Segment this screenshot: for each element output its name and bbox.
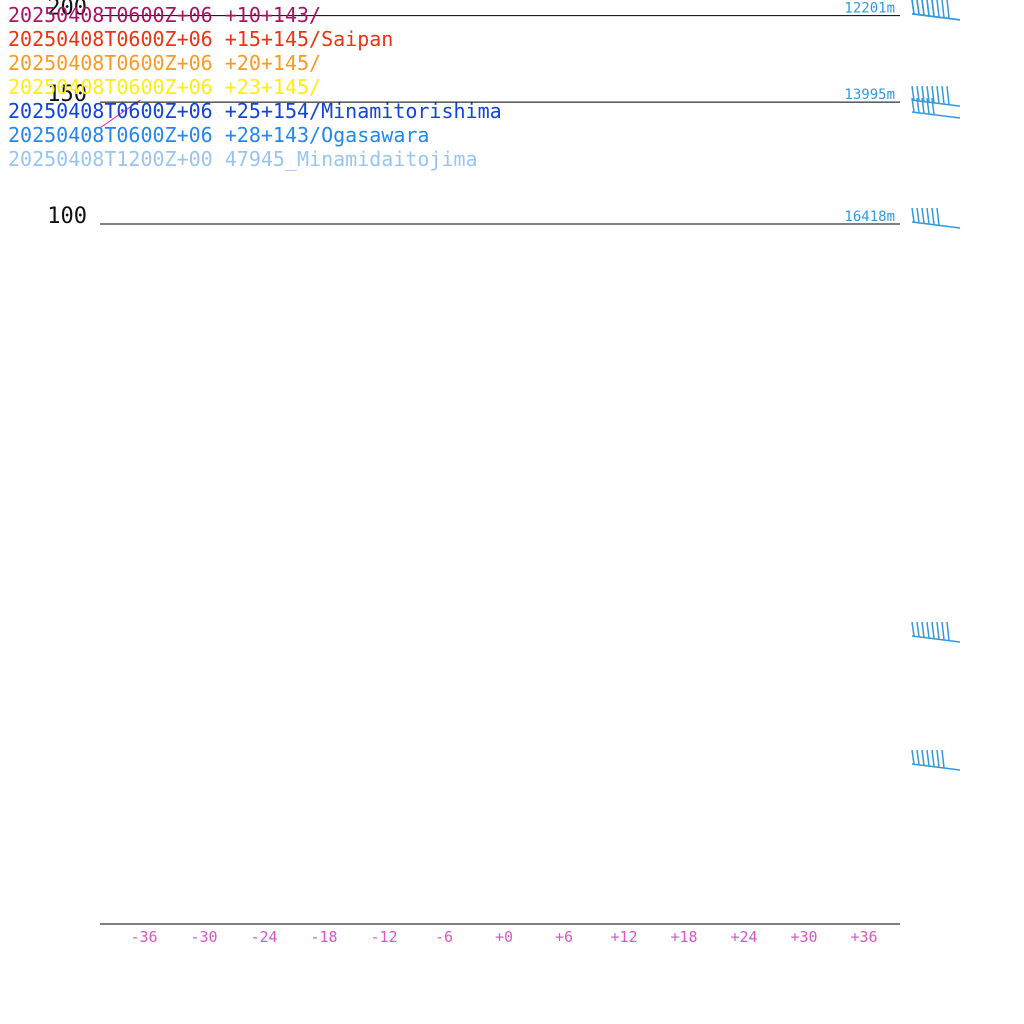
barb-flag — [926, 97, 930, 114]
barb-flag — [926, 86, 930, 103]
barb-flag — [946, 0, 950, 18]
barb-flag — [926, 621, 930, 638]
x-tick-label: +18 — [670, 928, 697, 946]
barb-shaft — [911, 763, 961, 771]
barb-flag — [921, 621, 925, 638]
pressure-label: 150 — [47, 82, 87, 107]
barb-flag — [926, 0, 930, 16]
barb-flag — [921, 86, 925, 102]
barb-flag — [946, 621, 950, 641]
barb-flag — [936, 749, 940, 768]
barb-shaft — [911, 99, 961, 107]
x-tick-label: +24 — [730, 928, 757, 946]
legend-entry: 20250408T0600Z+06 +15+145/Saipan — [8, 27, 393, 51]
axis-labels: 10016418m15013995m20012201m25010734m3009… — [47, 0, 895, 946]
barb-flag — [936, 621, 940, 640]
wind-barb — [911, 97, 961, 119]
wind-barb — [911, 207, 961, 229]
wind-barb — [911, 0, 961, 21]
barb-flag — [921, 749, 925, 766]
wind-barb — [911, 621, 961, 643]
x-tick-label: -12 — [370, 928, 397, 946]
x-tick-label: +12 — [610, 928, 637, 946]
barb-flag — [916, 749, 920, 765]
barb-shaft — [911, 221, 961, 229]
legend-entry: 20250408T0600Z+06 +10+143/ — [8, 3, 321, 27]
height-label: 13995m — [844, 87, 895, 103]
barb-flag — [936, 86, 940, 104]
barb-flag — [931, 207, 935, 225]
wind-barb — [911, 749, 961, 771]
barb-flag — [936, 207, 940, 226]
barb-flag — [921, 0, 925, 15]
barb-flag — [931, 97, 935, 115]
barb-flag — [916, 86, 920, 101]
barb-flag — [931, 621, 935, 639]
x-tick-label: -6 — [435, 928, 453, 946]
x-tick-label: -30 — [190, 928, 217, 946]
x-tick-label: +0 — [495, 928, 513, 946]
x-tick-label: -36 — [130, 928, 157, 946]
barb-shaft — [911, 12, 961, 21]
barb-flag — [931, 86, 935, 103]
wind-barb — [911, 86, 961, 107]
x-tick-label: +30 — [790, 928, 817, 946]
barb-flag — [936, 0, 940, 17]
barb-flag — [911, 621, 915, 637]
x-tick-label: -24 — [250, 928, 277, 946]
legend: 20250408T0600Z+06 +10+143/20250408T0600Z… — [8, 3, 502, 171]
barb-flag — [946, 86, 950, 105]
legend-entry: 20250408T0600Z+06 +28+143/Ogasawara — [8, 123, 429, 147]
barb-flag — [926, 749, 930, 766]
x-tick-label: +36 — [850, 928, 877, 946]
barb-flag — [911, 207, 915, 223]
barb-flag — [941, 749, 945, 768]
barb-flag — [931, 749, 935, 767]
barb-flag — [921, 207, 925, 224]
barb-flag — [916, 621, 920, 637]
barb-flag — [916, 0, 920, 15]
barb-flag — [926, 207, 930, 224]
x-tick-label: -18 — [310, 928, 337, 946]
legend-entry: 20250408T0600Z+06 +25+154/Minamitorishim… — [8, 99, 502, 123]
barb-flag — [931, 0, 935, 17]
legend-entry: 20250408T1200Z+00 47945_Minamidaitojima — [8, 147, 478, 171]
barb-flag — [921, 97, 925, 114]
barb-flag — [911, 86, 915, 101]
height-label: 12201m — [844, 1, 895, 17]
height-label: 16418m — [844, 209, 895, 225]
pressure-label: 200 — [47, 0, 87, 21]
x-tick-label: +6 — [555, 928, 573, 946]
wind-barbs — [911, 0, 961, 771]
barb-shaft — [911, 111, 961, 119]
legend-entry: 20250408T0600Z+06 +23+145/ — [8, 75, 321, 99]
pressure-level-lines — [100, 15, 900, 925]
barb-flag — [911, 749, 915, 765]
barb-shaft — [911, 635, 961, 643]
pressure-label: 100 — [47, 204, 87, 229]
barb-flag — [911, 0, 915, 14]
barb-flag — [941, 86, 945, 104]
legend-entry: 20250408T0600Z+06 +20+145/ — [8, 51, 321, 75]
barb-flag — [941, 0, 945, 18]
barb-flag — [916, 207, 920, 223]
barb-flag — [941, 621, 945, 640]
